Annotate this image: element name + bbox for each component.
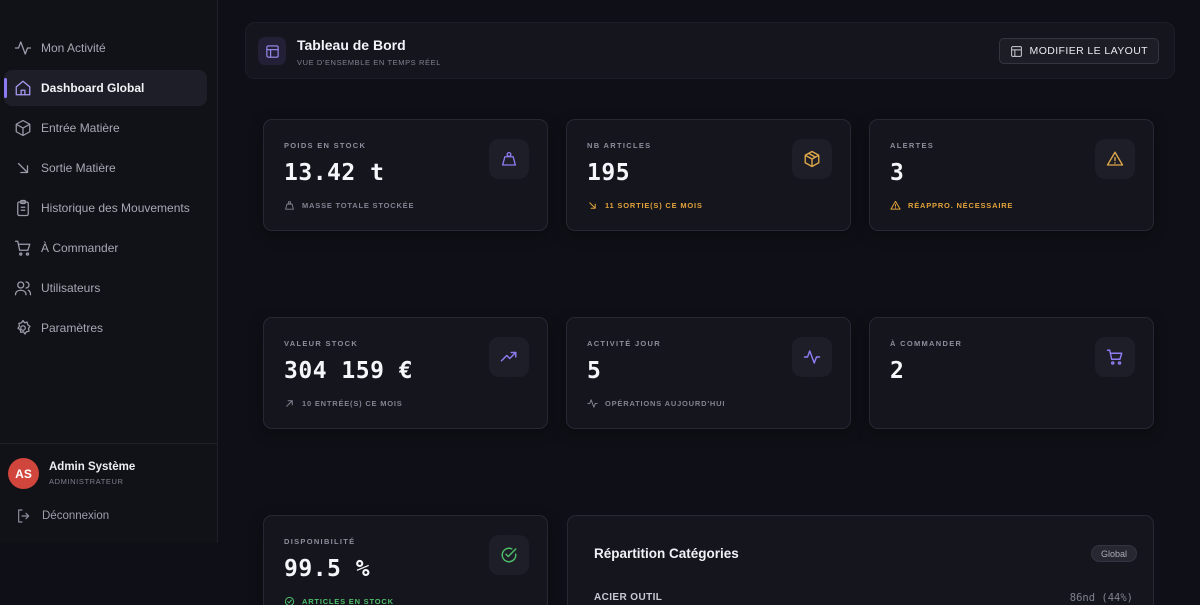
sidebar-item-label: Paramètres <box>41 321 104 335</box>
kpi-value: 99.5 % <box>284 556 371 582</box>
cart-icon <box>14 240 31 256</box>
sidebar-item-utilisateurs[interactable]: Utilisateurs <box>4 270 207 306</box>
kpi-value: 195 <box>587 160 631 186</box>
activity-icon <box>14 41 32 55</box>
gear-icon <box>17 319 31 335</box>
kpi-subtext-label: OPÉRATIONS AUJOURD'HUI <box>605 399 726 408</box>
sidebar-item-label: Sortie Matière <box>41 161 116 175</box>
arrow-up-right-icon <box>286 400 293 407</box>
activity-icon <box>587 399 598 408</box>
check-circle-icon <box>284 596 295 605</box>
sidebar-item-label: À Commander <box>41 241 119 255</box>
category-value: 86nd (44%) <box>1069 592 1133 604</box>
kpi-card-poids-stock[interactable]: POIDS EN STOCK 13.42 t MASSE TOTALE STOC… <box>263 119 548 231</box>
kpi-subtext: 10 ENTRÉE(S) CE MOIS <box>284 398 403 409</box>
user-profile[interactable]: AS Admin Système ADMINISTRATEUR <box>8 458 135 489</box>
warning-icon <box>1095 139 1135 179</box>
kpi-value: 304 159 € <box>284 358 414 384</box>
logout-label: Déconnexion <box>42 510 110 522</box>
logout-button[interactable]: Déconnexion <box>16 508 109 524</box>
panel-title: Répartition Catégories <box>594 546 739 561</box>
edit-layout-button[interactable]: MODIFIER LE LAYOUT <box>998 38 1159 64</box>
activity-icon <box>792 337 832 377</box>
avatar: AS <box>8 458 39 489</box>
logout-icon <box>18 509 30 523</box>
edit-layout-label: MODIFIER LE LAYOUT <box>1029 45 1148 57</box>
kpi-label: ALERTES <box>890 141 935 150</box>
sidebar-item-dashboard-global[interactable]: Dashboard Global <box>4 70 207 106</box>
arrow-down-right-icon <box>17 162 29 174</box>
sidebar-item-historique[interactable]: Historique des Mouvements <box>4 190 207 226</box>
kpi-label: DISPONIBILITÉ <box>284 537 356 546</box>
user-name: Admin Système <box>49 461 136 473</box>
sidebar-footer: AS Admin Système ADMINISTRATEUR Déconnex… <box>0 443 217 543</box>
kpi-subtext: MASSE TOTALE STOCKÉE <box>284 200 414 211</box>
scope-badge[interactable]: Global <box>1090 545 1137 562</box>
kpi-card-activite-jour[interactable]: ACTIVITÉ JOUR 5 OPÉRATIONS AUJOURD'HUI <box>566 317 851 429</box>
user-role: ADMINISTRATEUR <box>49 477 124 486</box>
sidebar-item-parametres[interactable]: Paramètres <box>4 310 207 346</box>
kpi-subtext-label: RÉAPPRO. NÉCESSAIRE <box>908 201 1014 210</box>
kpi-label: ACTIVITÉ JOUR <box>587 339 661 348</box>
kpi-subtext: ARTICLES EN STOCK <box>284 596 394 605</box>
kpi-card-valeur-stock[interactable]: VALEUR STOCK 304 159 € 10 ENTRÉE(S) CE M… <box>263 317 548 429</box>
categories-panel: Répartition Catégories Global ACIER OUTI… <box>567 515 1154 605</box>
kpi-subtext-label: 10 ENTRÉE(S) CE MOIS <box>302 399 403 408</box>
sidebar: Mon Activité Dashboard Global Entrée Mat… <box>0 0 218 543</box>
kpi-value: 3 <box>890 160 905 186</box>
kpi-label: POIDS EN STOCK <box>284 141 367 150</box>
page-header: Tableau de Bord VUE D'ENSEMBLE EN TEMPS … <box>245 22 1175 79</box>
arrow-down-right-icon <box>589 202 596 209</box>
kpi-subtext: OPÉRATIONS AUJOURD'HUI <box>587 398 725 409</box>
kpi-subtext-label: 11 SORTIE(S) CE MOIS <box>605 201 703 210</box>
sidebar-item-entree-matiere[interactable]: Entrée Matière <box>4 110 207 146</box>
kpi-subtext: RÉAPPRO. NÉCESSAIRE <box>890 200 1013 211</box>
kpi-label: À COMMANDER <box>890 339 963 348</box>
kpi-card-disponibilite[interactable]: DISPONIBILITÉ 99.5 % ARTICLES EN STOCK <box>263 515 548 605</box>
page-title: Tableau de Bord <box>297 37 406 53</box>
layout-icon <box>258 37 286 65</box>
sidebar-item-label: Historique des Mouvements <box>41 201 190 215</box>
layout-icon <box>1010 45 1022 57</box>
kpi-label: VALEUR STOCK <box>284 339 359 348</box>
kpi-card-a-commander[interactable]: À COMMANDER 2 <box>869 317 1154 429</box>
kpi-label: NB ARTICLES <box>587 141 652 150</box>
sidebar-item-label: Entrée Matière <box>41 121 120 135</box>
kpi-subtext-label: MASSE TOTALE STOCKÉE <box>302 201 415 210</box>
category-name: ACIER OUTIL <box>594 592 663 603</box>
kpi-card-alertes[interactable]: ALERTES 3 RÉAPPRO. NÉCESSAIRE <box>869 119 1154 231</box>
sidebar-item-label: Dashboard Global <box>41 81 145 95</box>
sidebar-nav: Mon Activité Dashboard Global Entrée Mat… <box>0 30 217 350</box>
sidebar-item-mon-activite[interactable]: Mon Activité <box>4 30 207 66</box>
sidebar-item-label: Mon Activité <box>41 41 106 55</box>
sidebar-item-label: Utilisateurs <box>41 281 101 295</box>
home-icon <box>15 80 31 96</box>
warning-icon <box>890 200 901 210</box>
trending-up-icon <box>489 337 529 377</box>
page-subtitle: VUE D'ENSEMBLE EN TEMPS RÉEL <box>297 58 441 67</box>
clipboard-icon <box>17 199 29 217</box>
kpi-value: 2 <box>890 358 905 384</box>
package-icon <box>792 139 832 179</box>
check-circle-icon <box>489 535 529 575</box>
weight-icon <box>489 139 529 179</box>
cart-icon <box>1095 337 1135 377</box>
kpi-subtext-label: ARTICLES EN STOCK <box>302 597 394 605</box>
kpi-value: 5 <box>587 358 602 384</box>
list-item: ACIER OUTIL 86nd (44%) <box>594 592 1133 604</box>
kpi-card-nb-articles[interactable]: NB ARTICLES 195 11 SORTIE(S) CE MOIS <box>566 119 851 231</box>
box-icon <box>15 119 31 137</box>
users-icon <box>14 281 32 296</box>
kpi-subtext: 11 SORTIE(S) CE MOIS <box>587 200 703 211</box>
weight-icon <box>285 201 294 210</box>
kpi-value: 13.42 t <box>284 160 385 186</box>
sidebar-item-a-commander[interactable]: À Commander <box>4 230 207 266</box>
sidebar-item-sortie-matiere[interactable]: Sortie Matière <box>4 150 207 186</box>
